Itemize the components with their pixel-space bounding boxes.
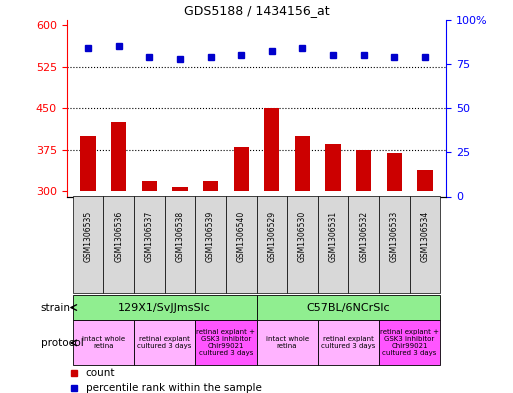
Text: count: count <box>86 368 115 378</box>
Bar <box>256 196 287 293</box>
Text: GSM1306538: GSM1306538 <box>175 211 185 262</box>
Bar <box>379 196 409 293</box>
Bar <box>134 196 165 293</box>
Bar <box>81 136 96 191</box>
Text: percentile rank within the sample: percentile rank within the sample <box>86 383 262 393</box>
Bar <box>348 196 379 293</box>
Text: strain: strain <box>41 303 71 312</box>
Text: GSM1306533: GSM1306533 <box>390 211 399 262</box>
Text: GSM1306529: GSM1306529 <box>267 211 277 262</box>
Text: GSM1306540: GSM1306540 <box>236 211 246 262</box>
Text: protocol: protocol <box>41 338 84 348</box>
Bar <box>325 144 341 191</box>
Title: GDS5188 / 1434156_at: GDS5188 / 1434156_at <box>184 4 329 17</box>
Bar <box>256 295 440 320</box>
Bar <box>73 196 104 293</box>
Text: retinal explant +
GSK3 inhibitor
Chir99021
cultured 3 days: retinal explant + GSK3 inhibitor Chir990… <box>196 329 255 356</box>
Bar <box>287 196 318 293</box>
Bar <box>256 320 318 365</box>
Text: retinal explant +
GSK3 inhibitor
Chir99021
cultured 3 days: retinal explant + GSK3 inhibitor Chir990… <box>380 329 439 356</box>
Text: 129X1/SvJJmsSlc: 129X1/SvJJmsSlc <box>118 303 211 312</box>
Text: intact whole
retina: intact whole retina <box>82 336 125 349</box>
Text: GSM1306534: GSM1306534 <box>420 211 429 262</box>
Bar <box>409 196 440 293</box>
Text: GSM1306530: GSM1306530 <box>298 211 307 262</box>
Text: C57BL/6NCrSlc: C57BL/6NCrSlc <box>307 303 390 312</box>
Bar <box>318 196 348 293</box>
Text: GSM1306535: GSM1306535 <box>84 211 93 262</box>
Text: GSM1306531: GSM1306531 <box>328 211 338 262</box>
Bar <box>356 149 371 191</box>
Bar <box>134 320 195 365</box>
Text: retinal explant
cultured 3 days: retinal explant cultured 3 days <box>321 336 376 349</box>
Bar <box>165 196 195 293</box>
Bar <box>104 196 134 293</box>
Bar <box>226 196 256 293</box>
Text: GSM1306537: GSM1306537 <box>145 211 154 262</box>
Bar <box>203 181 218 191</box>
Bar <box>195 196 226 293</box>
Bar <box>318 320 379 365</box>
Bar <box>142 181 157 191</box>
Bar <box>172 187 188 191</box>
Bar <box>295 136 310 191</box>
Text: GSM1306536: GSM1306536 <box>114 211 123 262</box>
Bar <box>379 320 440 365</box>
Bar <box>387 153 402 191</box>
Bar <box>195 320 256 365</box>
Text: intact whole
retina: intact whole retina <box>266 336 309 349</box>
Bar <box>73 320 134 365</box>
Text: GSM1306532: GSM1306532 <box>359 211 368 262</box>
Bar <box>264 108 280 191</box>
Bar <box>233 147 249 191</box>
Text: GSM1306539: GSM1306539 <box>206 211 215 262</box>
Bar <box>111 122 126 191</box>
Bar <box>417 170 432 191</box>
Text: retinal explant
cultured 3 days: retinal explant cultured 3 days <box>137 336 192 349</box>
Bar <box>73 295 256 320</box>
